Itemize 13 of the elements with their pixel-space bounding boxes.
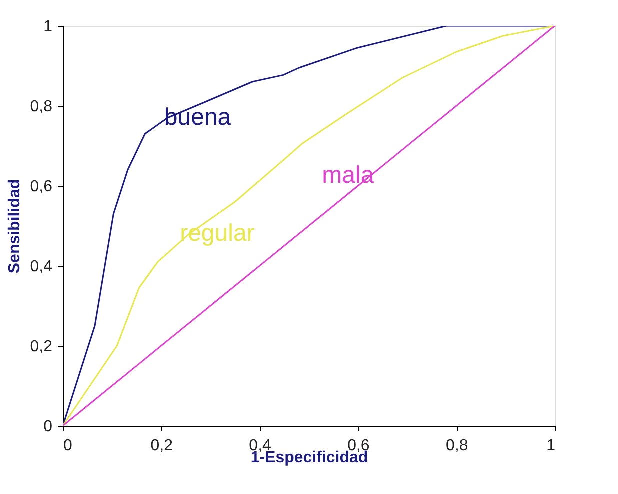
x-tick-label: 0,2	[150, 438, 174, 454]
y-axis-title: Sensibilidad	[6, 179, 24, 274]
series-label: buena	[164, 104, 232, 131]
y-tick-label: 0,4	[30, 258, 53, 276]
x-tick-label: 0,8	[446, 438, 468, 454]
y-tick-label: 0,2	[30, 338, 53, 356]
y-tick-label: 0	[44, 418, 53, 436]
series-label: mala	[322, 162, 375, 189]
y-tick-label: 0,6	[30, 178, 53, 196]
y-tick-label: 1	[44, 18, 53, 36]
x-tick-label: 1	[546, 438, 556, 454]
x-tick-label: 0	[64, 438, 72, 454]
y-tick-label: 0,8	[30, 98, 53, 116]
